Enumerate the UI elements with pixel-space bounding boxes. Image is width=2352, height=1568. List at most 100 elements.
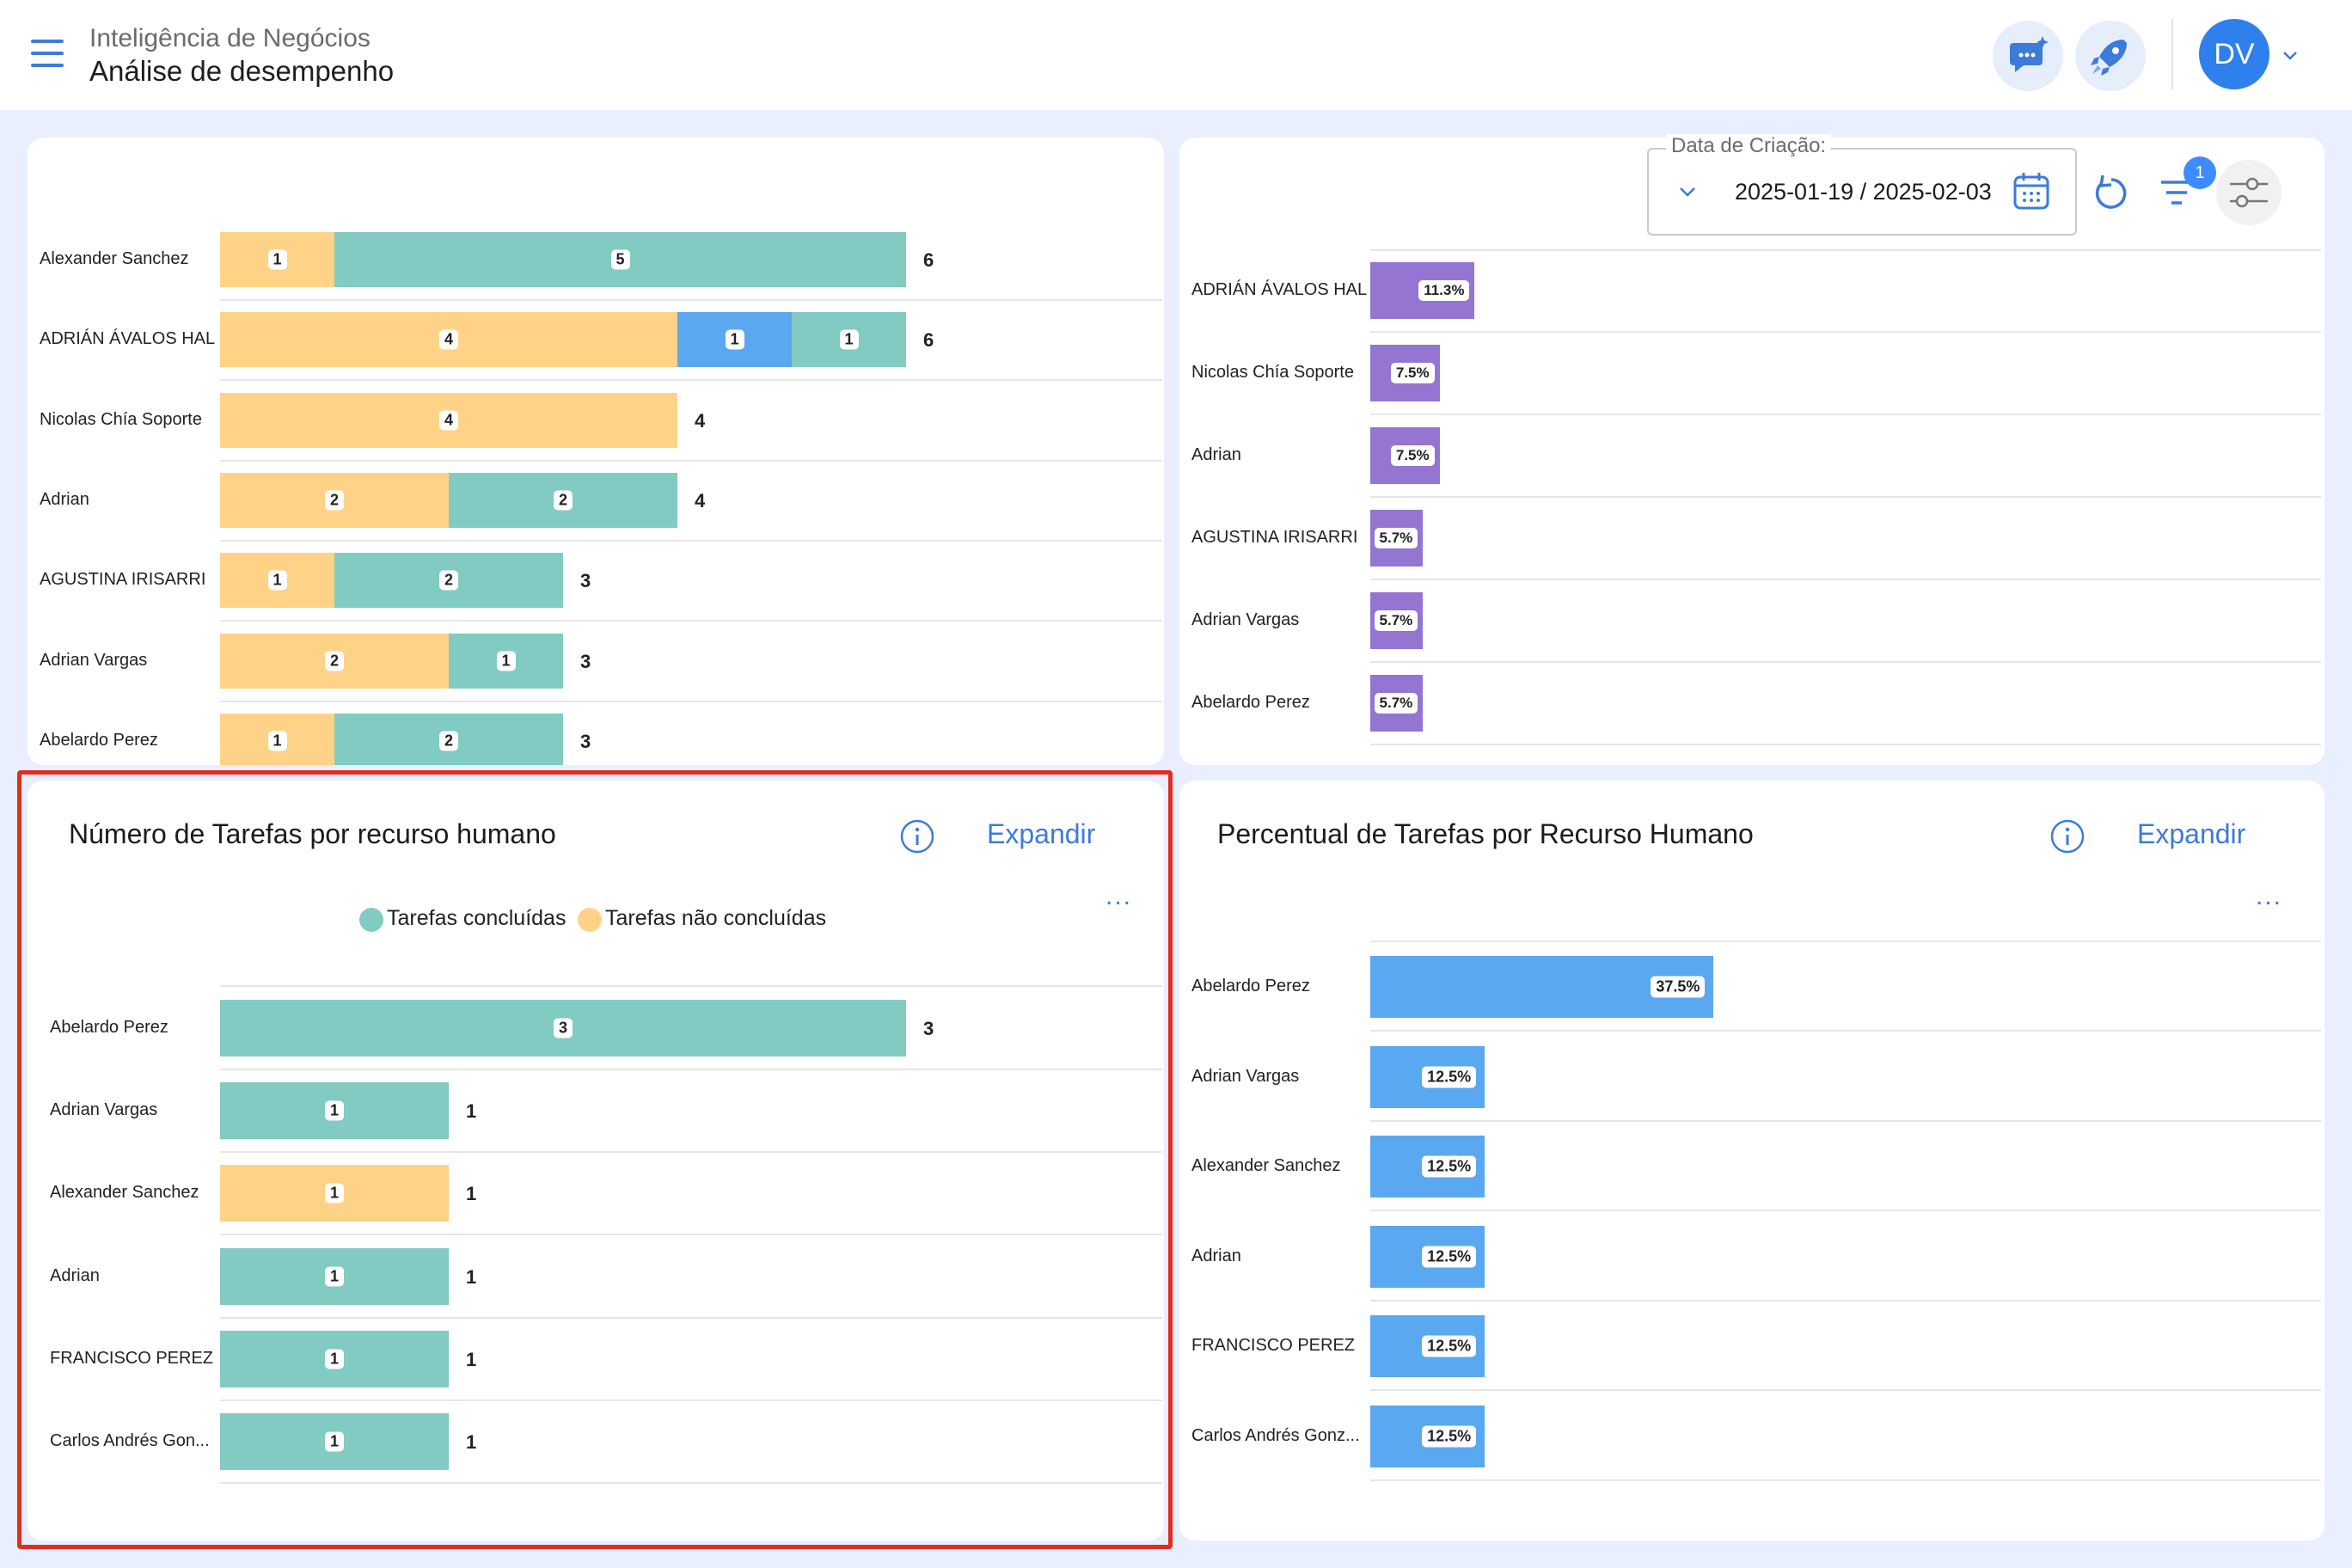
bar-value: 7.5% (1390, 445, 1435, 466)
date-filter-field[interactable] (1647, 148, 2077, 236)
card-title: Número de Tarefas por recurso humano (69, 818, 556, 849)
info-icon[interactable] (2049, 818, 2086, 854)
bar-segment-completed[interactable]: 2 (449, 472, 677, 528)
chevron-down-icon[interactable] (1676, 184, 1699, 201)
avatar[interactable]: DV (2199, 19, 2269, 89)
gridline (220, 459, 1162, 462)
segment-value: 3 (553, 1018, 573, 1038)
percentage-bar[interactable]: 5.7% (1370, 592, 1424, 649)
bar-segment-completed[interactable]: 3 (220, 1000, 906, 1057)
bar-value: 11.3% (1418, 280, 1470, 301)
launch-button[interactable] (2075, 21, 2146, 91)
segment-value: 2 (324, 490, 345, 511)
gridline (1370, 579, 2321, 580)
segment-value: 1 (496, 651, 516, 671)
bar-segment-not-completed[interactable]: 1 (220, 713, 334, 765)
header-divider (2171, 19, 2173, 89)
row-label: Nicolas Chía Soporte (1191, 363, 1354, 382)
filter-count-badge: 1 (2184, 156, 2216, 189)
bar-value: 37.5% (1651, 976, 1706, 998)
row-label: Nicolas Chía Soporte (40, 409, 202, 429)
bar-segment-not-completed[interactable]: 2 (220, 472, 449, 528)
percentage-bar[interactable]: 12.5% (1370, 1315, 1485, 1378)
gridline (1370, 744, 2321, 745)
legend-completed[interactable]: Tarefas concluídas (387, 906, 567, 930)
bar-segment-blue[interactable]: 1 (677, 312, 792, 368)
gridline (1370, 249, 2321, 251)
bar-segment-completed[interactable]: 5 (334, 232, 906, 287)
menu-icon[interactable] (31, 40, 64, 67)
row-label: Alexander Sanchez (40, 249, 189, 268)
legend-not-completed[interactable]: Tarefas não concluídas (605, 906, 827, 930)
bar-value: 5.7% (1374, 610, 1418, 631)
row-label: Adrian (1191, 445, 1241, 464)
percentage-bar[interactable]: 12.5% (1370, 1045, 1485, 1108)
row-total: 6 (923, 329, 934, 352)
expand-button[interactable]: Expandir (987, 818, 1096, 849)
bar-segment-completed[interactable]: 1 (220, 1247, 449, 1305)
gridline (220, 1399, 1162, 1401)
row-label: ADRIÁN ÁVALOS HAL (40, 329, 216, 349)
bar-segment-completed[interactable]: 1 (220, 1413, 449, 1470)
percentage-card: Percentual de Tarefas por Recurso Humano… (1179, 781, 2324, 1540)
segment-value: 1 (324, 1431, 345, 1452)
bar-segment-not-completed[interactable]: 1 (220, 1165, 449, 1222)
percentage-bar[interactable]: 7.5% (1370, 345, 1440, 401)
row-label: Abelardo Perez (40, 730, 158, 750)
percentage-bar[interactable]: 12.5% (1370, 1136, 1485, 1198)
date-range-value: 2025-01-19 / 2025-02-03 (1735, 179, 1992, 205)
bar-value: 12.5% (1422, 1155, 1477, 1178)
refresh-icon[interactable] (2091, 172, 2132, 213)
row-total: 4 (695, 489, 706, 511)
bar-value: 12.5% (1422, 1066, 1477, 1088)
segment-value: 1 (324, 1349, 345, 1369)
bar-segment-not-completed[interactable]: 2 (220, 633, 449, 689)
chevron-down-icon[interactable] (2282, 46, 2299, 64)
date-filter-label: Data de Criação: (1666, 134, 1832, 158)
row-label: Alexander Sanchez (50, 1183, 199, 1203)
segment-value: 5 (610, 249, 630, 270)
calendar-icon[interactable] (2012, 170, 2051, 211)
more-options-button[interactable]: ... (1106, 882, 1133, 910)
settings-button[interactable] (2216, 160, 2282, 225)
segment-value: 1 (324, 1183, 345, 1204)
segment-value: 1 (324, 1266, 345, 1287)
row-total: 3 (580, 650, 591, 672)
gridline (220, 985, 1162, 987)
row-total: 1 (466, 1431, 477, 1453)
gridline (220, 299, 1162, 301)
segment-value: 2 (324, 651, 345, 671)
gridline (1370, 413, 2321, 415)
gridline (1370, 1210, 2321, 1212)
info-icon[interactable] (899, 818, 935, 854)
more-options-button[interactable]: ... (2256, 882, 2283, 910)
bar-segment-not-completed[interactable]: 1 (220, 232, 334, 287)
bar-segment-not-completed[interactable]: 1 (220, 553, 334, 609)
bar-segment-completed[interactable]: 2 (334, 553, 563, 609)
percentage-bar[interactable]: 37.5% (1370, 956, 1714, 1018)
row-total: 1 (466, 1100, 477, 1123)
bar-segment-completed[interactable]: 1 (220, 1082, 449, 1140)
gridline (1370, 1479, 2321, 1481)
row-total: 1 (466, 1265, 477, 1288)
percentage-bar[interactable]: 11.3% (1370, 262, 1475, 319)
ai-chat-button[interactable] (1993, 21, 2063, 91)
bar-segment-completed[interactable]: 1 (449, 633, 563, 689)
bar-segment-not-completed[interactable]: 4 (220, 312, 677, 368)
bar-segment-completed[interactable]: 2 (334, 713, 563, 765)
segment-value: 2 (438, 731, 459, 751)
bar-segment-completed[interactable]: 1 (792, 312, 906, 368)
percentage-bar[interactable]: 12.5% (1370, 1225, 1485, 1288)
expand-button[interactable]: Expandir (2137, 818, 2246, 849)
row-total: 1 (466, 1183, 477, 1205)
percentage-bar[interactable]: 7.5% (1370, 427, 1440, 484)
app-title: Inteligência de Negócios (89, 24, 371, 52)
gridline (1370, 661, 2321, 663)
percentage-bar[interactable]: 5.7% (1370, 510, 1424, 567)
bar-segment-completed[interactable]: 1 (220, 1330, 449, 1387)
bar-segment-not-completed[interactable]: 4 (220, 392, 677, 448)
segment-value: 1 (839, 329, 859, 350)
bar-value: 12.5% (1422, 1425, 1477, 1448)
percentage-bar[interactable]: 12.5% (1370, 1406, 1485, 1467)
percentage-bar[interactable]: 5.7% (1370, 675, 1424, 732)
